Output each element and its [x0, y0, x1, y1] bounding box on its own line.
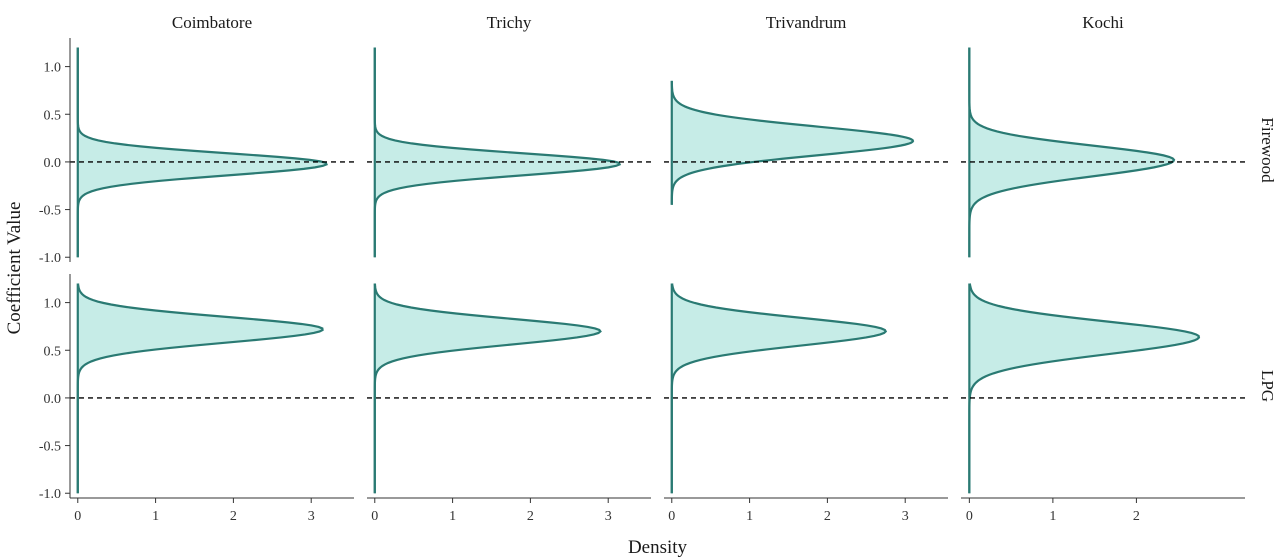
density-fill — [969, 283, 1199, 494]
x-tick-label: 2 — [1133, 509, 1140, 524]
panel-trivandrum-firewood — [664, 80, 948, 205]
x-tick-label: 0 — [74, 509, 81, 524]
x-tick-label: 2 — [824, 509, 831, 524]
panel-trivandrum-lpg — [664, 283, 948, 494]
row-label-firewood: Firewood — [1258, 117, 1277, 183]
x-tick-label: 1 — [746, 509, 753, 524]
x-axis-title: Density — [628, 537, 688, 558]
x-tick-label: 2 — [230, 509, 237, 524]
density-fill — [374, 283, 601, 494]
y-axes: -1.0 -0.5 0.0 0.5 1.0 -1.0 -0.5 0.0 0.5 1.0 — [39, 38, 71, 502]
density-fill — [671, 80, 913, 205]
panel-kochi-firewood — [961, 47, 1245, 258]
strip-label-trivandrum: Trivandrum — [766, 13, 847, 32]
y-tick-label: 1.0 — [44, 297, 62, 312]
strip-label-kochi: Kochi — [1082, 13, 1124, 32]
y-tick-label: -1.0 — [39, 251, 61, 266]
y-tick-label: -0.5 — [39, 440, 61, 455]
y-axis-title: Coefficient Value — [4, 202, 25, 335]
x-tick-label: 3 — [605, 509, 612, 524]
density-fill — [77, 283, 323, 494]
panel-kochi-lpg — [961, 283, 1245, 494]
x-tick-label: 1 — [1049, 509, 1056, 524]
y-tick-label: 0.0 — [44, 156, 62, 171]
y-tick-label: 1.0 — [44, 61, 62, 76]
facet-panels — [70, 47, 1245, 494]
y-tick-label: 0.5 — [44, 344, 62, 359]
row-label-lpg: LPG — [1258, 370, 1277, 402]
x-tick-label: 2 — [527, 509, 534, 524]
panel-coimbatore-firewood — [70, 47, 354, 258]
y-tick-label: -0.5 — [39, 204, 61, 219]
x-tick-label: 3 — [902, 509, 909, 524]
panel-trichy-lpg — [367, 283, 651, 494]
x-tick-label: 0 — [966, 509, 973, 524]
panel-trichy-firewood — [367, 47, 651, 258]
density-fill — [671, 283, 886, 494]
x-axes: 0 1 2 3 0 1 2 3 0 1 2 3 0 1 2 — [70, 497, 1245, 524]
strip-label-coimbatore: Coimbatore — [172, 13, 252, 32]
density-curve — [670, 80, 915, 205]
strip-label-trichy: Trichy — [487, 13, 532, 32]
x-tick-label: 1 — [152, 509, 159, 524]
row-strip-labels: Firewood LPG — [1258, 117, 1277, 402]
x-tick-label: 0 — [371, 509, 378, 524]
y-tick-label: -1.0 — [39, 487, 61, 502]
density-fill — [969, 47, 1174, 258]
column-strip-labels: Coimbatore Trichy Trivandrum Kochi — [172, 13, 1124, 32]
x-tick-label: 0 — [668, 509, 675, 524]
x-tick-label: 1 — [449, 509, 456, 524]
y-tick-label: 0.5 — [44, 108, 62, 123]
y-tick-label: 0.0 — [44, 392, 62, 407]
x-tick-label: 3 — [308, 509, 315, 524]
panel-coimbatore-lpg — [70, 283, 354, 494]
